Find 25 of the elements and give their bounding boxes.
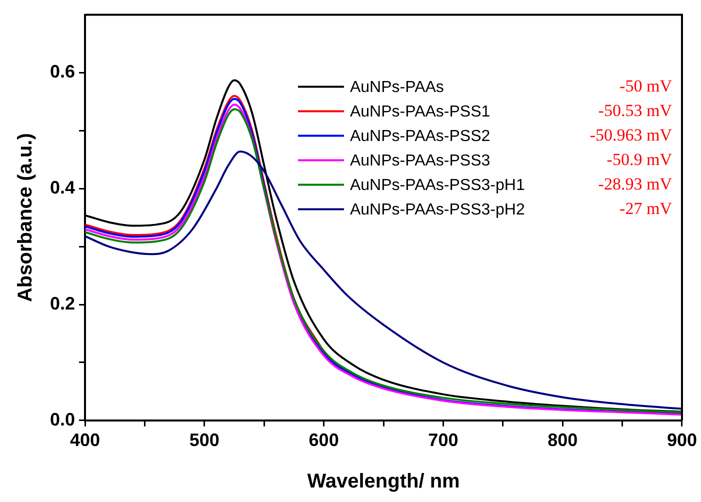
legend-label: AuNPs-PAAs-PSS1 [350, 104, 490, 121]
x-tick-label: 900 [666, 430, 698, 450]
x-axis-title: Wavelength/ nm [307, 470, 460, 493]
legend-label: AuNPs-PAAs-PSS3 [350, 152, 490, 170]
legend-label: AuNPs-PAAs-PSS2 [350, 128, 490, 146]
x-tick-label: 400 [70, 430, 100, 450]
annotation: -50.53 mV [598, 100, 673, 120]
annotation: -50.9 mV [606, 150, 673, 169]
x-tick-label: 800 [548, 430, 578, 450]
legend-label: AuNPs-PAAs-PSS3-pH2 [350, 202, 525, 219]
annotation: -28.93 mV [598, 174, 673, 194]
y-tick-label: 0.6 [50, 62, 76, 82]
annotation: -50.963 mV [590, 125, 673, 144]
y-tick-label: 0.2 [50, 293, 76, 314]
y-tick-label: 0.4 [50, 178, 76, 198]
y-axis-title: Absorbance (a.u.) [14, 133, 37, 302]
annotation: -50 mV [620, 76, 673, 96]
x-tick-label: 700 [428, 430, 458, 450]
legend-label: AuNPs-PAAs-PSS3-pH1 [350, 177, 525, 194]
annotation: -27 mV [620, 198, 673, 218]
line-series [85, 150, 682, 410]
legend-label: AuNPs-PAAs [350, 79, 444, 96]
x-tick-label: 600 [308, 430, 339, 450]
y-tick-label: 0.0 [50, 409, 76, 430]
x-tick-label: 500 [189, 430, 220, 450]
